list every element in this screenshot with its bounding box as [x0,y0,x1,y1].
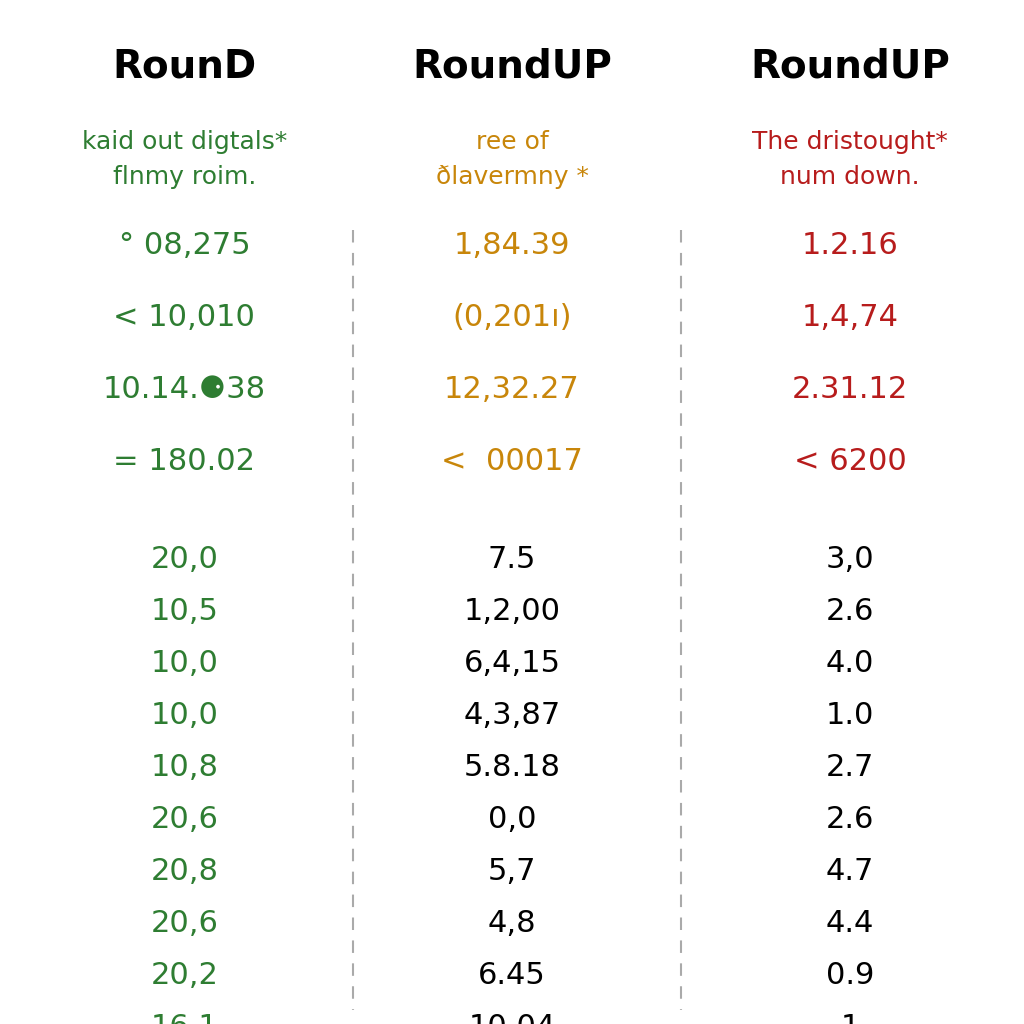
Text: 20,6: 20,6 [151,806,218,835]
Text: 4.0: 4.0 [825,649,874,679]
Text: 10,8: 10,8 [151,754,218,782]
Text: 2.6: 2.6 [825,597,874,627]
Text: 4,3,87: 4,3,87 [464,701,560,730]
Text: 1.0: 1.0 [825,701,874,730]
Text: 2.7: 2.7 [825,754,874,782]
Text: 4,8: 4,8 [487,909,537,939]
Text: 1,84.39: 1,84.39 [454,230,570,259]
Text: ree of
ðlavermny *: ree of ðlavermny * [435,130,589,189]
Text: 10,0: 10,0 [151,701,218,730]
Text: 20,6: 20,6 [151,909,218,939]
Text: 3,0: 3,0 [825,546,874,574]
Text: 16.1: 16.1 [151,1014,218,1024]
Text: 1: 1 [841,1014,859,1024]
Text: 0.9: 0.9 [825,962,874,990]
Text: 2.31.12: 2.31.12 [792,375,908,403]
Text: 1,2,00: 1,2,00 [464,597,560,627]
Text: 10.14.⚈38: 10.14.⚈38 [102,375,266,403]
Text: RounD: RounD [113,48,256,86]
Text: ° 08,275: ° 08,275 [119,230,250,259]
Text: 20,8: 20,8 [151,857,218,887]
Text: 1,4,74: 1,4,74 [802,302,898,332]
Text: <  00017: < 00017 [441,446,583,475]
Text: 20,2: 20,2 [151,962,218,990]
Text: 1.2.16: 1.2.16 [802,230,898,259]
Text: kaid out digtals*
flnmy roim.: kaid out digtals* flnmy roim. [82,130,287,189]
Text: 2.6: 2.6 [825,806,874,835]
Text: The dristought*
num down.: The dristought* num down. [752,130,948,189]
Text: 0,0: 0,0 [487,806,537,835]
Text: 20,0: 20,0 [151,546,218,574]
Text: 5,7: 5,7 [487,857,537,887]
Text: < 6200: < 6200 [794,446,906,475]
Text: 10,04: 10,04 [468,1014,556,1024]
Text: 12,32.27: 12,32.27 [444,375,580,403]
Text: 7.5: 7.5 [487,546,537,574]
Text: RoundUP: RoundUP [750,48,950,86]
Text: 10,5: 10,5 [151,597,218,627]
Text: 5.8.18: 5.8.18 [464,754,560,782]
Text: 10,0: 10,0 [151,649,218,679]
Text: 4.7: 4.7 [825,857,874,887]
Text: 4.4: 4.4 [825,909,874,939]
Text: = 180.02: = 180.02 [114,446,255,475]
Text: < 10,010: < 10,010 [114,302,255,332]
Text: RoundUP: RoundUP [412,48,612,86]
Text: 6,4,15: 6,4,15 [464,649,560,679]
Text: 6.45: 6.45 [478,962,546,990]
Text: (0,201ı): (0,201ı) [453,302,571,332]
